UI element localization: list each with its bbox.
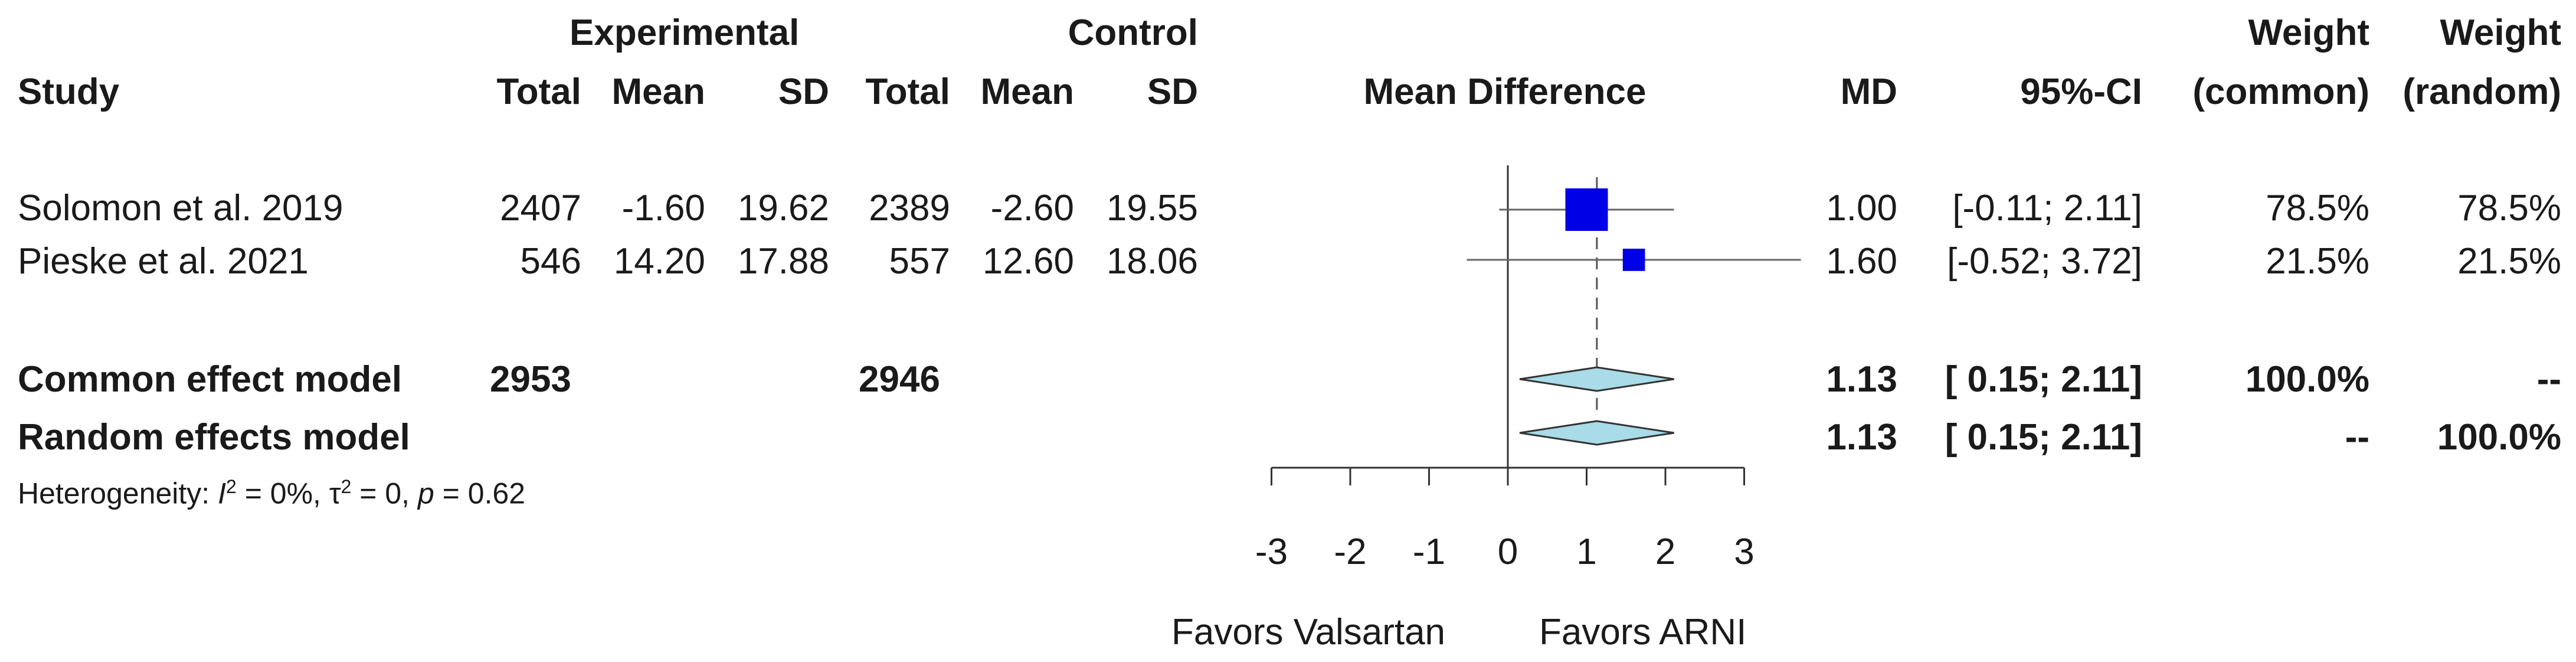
random-ci: [ 0.15; 2.11] <box>1945 417 2142 458</box>
common-model-label: Common effect model <box>18 359 402 400</box>
header-experimental: Experimental <box>569 12 800 53</box>
header-md: MD <box>1840 71 1897 112</box>
header-ctl-mean: Mean <box>980 71 1074 112</box>
x-axis-tick-label: 3 <box>1734 531 1754 572</box>
i-squared-symbol: I <box>218 477 226 510</box>
common-exp-total: 2953 <box>490 359 571 400</box>
common-ci: [ 0.15; 2.11] <box>1945 359 2142 400</box>
header-weight-random-top: Weight <box>2440 12 2562 53</box>
tau-squared-value: = 0, <box>351 477 418 510</box>
i-squared-value: = 0%, <box>236 477 329 510</box>
common-md: 1.13 <box>1826 359 1897 400</box>
x-axis-tick-label: 0 <box>1498 531 1518 572</box>
header-ctl-sd: SD <box>1147 71 1198 112</box>
exp-sd: 19.62 <box>737 188 829 229</box>
header-ctl-total: Total <box>865 71 951 112</box>
x-axis-tick-label: -2 <box>1334 531 1366 572</box>
md-value: 1.00 <box>1826 188 1897 229</box>
x-axis-tick-label: -1 <box>1413 531 1445 572</box>
study-square <box>1622 249 1645 271</box>
random-md: 1.13 <box>1826 417 1897 458</box>
weight-random: 78.5% <box>2457 188 2561 229</box>
favors-left-label: Favors Valsartan <box>1171 612 1446 653</box>
ctl-mean: 12.60 <box>982 241 1074 282</box>
header-exp-mean: Mean <box>611 71 705 112</box>
x-axis-tick-label: 2 <box>1655 531 1675 572</box>
exp-total: 2407 <box>500 188 581 229</box>
random-weight-random: 100.0% <box>2437 417 2561 458</box>
heterogeneity-statement: Heterogeneity: I2 = 0%, τ2 = 0, p = 0.62 <box>18 477 525 508</box>
header-study: Study <box>18 71 120 112</box>
header-weight-random: (random) <box>2402 71 2561 112</box>
p-value: = 0.62 <box>434 477 526 510</box>
exp-mean: 14.20 <box>613 241 705 282</box>
favors-right-label: Favors ARNI <box>1539 612 1747 653</box>
weight-random: 21.5% <box>2457 241 2561 282</box>
ctl-total: 557 <box>889 241 950 282</box>
weight-common: 21.5% <box>2266 241 2369 282</box>
ci-value: [-0.11; 2.11] <box>1952 188 2142 229</box>
header-ci: 95%-CI <box>2020 71 2142 112</box>
study-name: Pieske et al. 2021 <box>18 241 309 282</box>
common-effect-diamond <box>1519 366 1674 392</box>
header-weight-common-top: Weight <box>2248 12 2370 53</box>
common-ctl-total: 2946 <box>859 359 940 400</box>
p-symbol: p <box>417 477 434 510</box>
study-square <box>1565 188 1608 231</box>
x-axis-tick-label: 1 <box>1576 531 1596 572</box>
ctl-sd: 19.55 <box>1106 188 1198 229</box>
tau-squared-sup: 2 <box>341 476 352 497</box>
ctl-total: 2389 <box>869 188 950 229</box>
random-weight-common: -- <box>2345 417 2369 458</box>
study-name: Solomon et al. 2019 <box>18 188 343 229</box>
header-control: Control <box>1068 12 1198 53</box>
header-exp-total: Total <box>496 71 582 112</box>
x-axis-tick-label: -3 <box>1255 531 1288 572</box>
random-effects-diamond <box>1519 420 1674 446</box>
exp-mean: -1.60 <box>621 188 705 229</box>
header-exp-sd: SD <box>778 71 829 112</box>
ctl-sd: 18.06 <box>1106 241 1198 282</box>
i-squared-sup: 2 <box>226 476 237 497</box>
header-weight-common: (common) <box>2192 71 2369 112</box>
common-weight-random: -- <box>2536 359 2561 400</box>
tau-squared-symbol: τ <box>329 477 341 510</box>
header-mean-difference: Mean Difference <box>1363 71 1647 112</box>
ctl-mean: -2.60 <box>990 188 1074 229</box>
md-value: 1.60 <box>1826 241 1897 282</box>
exp-total: 546 <box>520 241 581 282</box>
weight-common: 78.5% <box>2266 188 2369 229</box>
random-model-label: Random effects model <box>18 417 410 458</box>
heterogeneity-prefix: Heterogeneity: <box>18 477 218 510</box>
exp-sd: 17.88 <box>737 241 829 282</box>
common-weight-common: 100.0% <box>2245 359 2369 400</box>
ci-value: [-0.52; 3.72] <box>1947 241 2142 282</box>
